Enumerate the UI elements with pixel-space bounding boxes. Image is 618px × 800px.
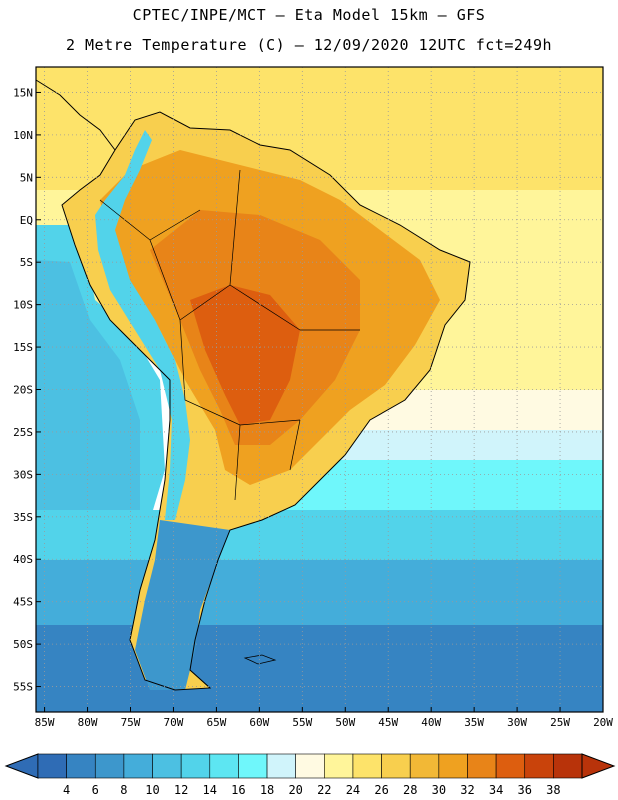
colorbar-swatch xyxy=(324,753,354,779)
lon-label: 75W xyxy=(121,716,141,729)
lat-label: 35S xyxy=(13,511,33,524)
land-hottest xyxy=(190,285,300,425)
colorbar-swatch xyxy=(94,753,125,779)
colorbar-swatch xyxy=(209,753,239,779)
lat-label: 25S xyxy=(13,426,33,439)
falklands xyxy=(243,654,277,665)
colorbar-swatch xyxy=(381,753,411,779)
colorbar-tick-label: 26 xyxy=(374,783,389,797)
colorbar-tick-label: 34 xyxy=(488,783,504,797)
colorbar-swatch xyxy=(180,753,211,779)
chart-title: CPTEC/INPE/MCT – Eta Model 15km – GFS xyxy=(132,6,486,24)
lon-label: 65W xyxy=(206,716,226,729)
pacific-cooler xyxy=(36,260,140,510)
colorbar-tick-label: 10 xyxy=(145,783,160,797)
lat-label: 40S xyxy=(13,553,33,566)
lat-label: 30S xyxy=(13,468,33,481)
lon-label: 80W xyxy=(78,716,98,729)
ocean-band-12 xyxy=(36,560,603,630)
colorbar-tick-label: 24 xyxy=(345,783,361,797)
lat-label: EQ xyxy=(20,214,33,227)
colorbar-swatch xyxy=(37,753,67,779)
country-borders xyxy=(99,169,360,501)
colorbar-swatch xyxy=(238,753,268,779)
map-frame xyxy=(35,66,604,713)
colorbar-tick-label: 38 xyxy=(546,783,561,797)
colorbar-swatch xyxy=(295,753,325,779)
colorbar-tick-label: 36 xyxy=(517,783,532,797)
lon-label: 20W xyxy=(593,716,613,729)
lon-label: 85W xyxy=(35,716,55,729)
lon-label: 60W xyxy=(249,716,269,729)
map-axis-labels: 15N 10N 5N EQ 5S 10S 15S 20S 25S 30S 35S 40S 45S 50S 5… xyxy=(13,86,613,729)
patagonia xyxy=(135,520,230,690)
colorbar-swatch xyxy=(66,753,96,779)
lat-label: 45S xyxy=(13,596,33,609)
lon-label: 25W xyxy=(550,716,570,729)
lat-label: 5S xyxy=(20,256,33,269)
lon-label: 30W xyxy=(507,716,527,729)
colorbar-tick-label: 4 xyxy=(63,783,71,797)
central-america xyxy=(35,79,116,151)
lat-label: 10N xyxy=(13,129,33,142)
colorbar-tick-label: 18 xyxy=(259,783,275,797)
colorbar-swatch xyxy=(266,753,296,779)
colorbar-tick-label: 22 xyxy=(317,783,332,797)
colorbar-tick-label: 20 xyxy=(288,783,303,797)
lat-label: 50S xyxy=(13,638,33,651)
lat-label: 15N xyxy=(13,86,33,99)
chart-subtitle: 2 Metre Temperature (C) – 12/09/2020 12U… xyxy=(65,36,553,54)
colorbar-tick-label: 30 xyxy=(431,783,447,797)
lon-label: 55W xyxy=(292,716,312,729)
colorbar-tick-label: 28 xyxy=(402,783,418,797)
lon-label: 70W xyxy=(164,716,184,729)
colorbar-swatch xyxy=(409,753,440,779)
lat-label: 20S xyxy=(13,384,33,397)
colorbar-swatch xyxy=(152,753,182,779)
lat-label: 55S xyxy=(13,681,33,694)
colorbar-tick-label: 14 xyxy=(202,783,217,797)
colorbar-tick-label: 16 xyxy=(231,783,246,797)
coastline xyxy=(61,111,471,691)
lon-label: 35W xyxy=(464,716,484,729)
colorbar xyxy=(4,753,616,779)
colorbar-tick-label: 12 xyxy=(173,783,189,797)
colorbar-swatch xyxy=(495,753,526,779)
land-andes xyxy=(95,130,190,520)
colorbar-swatch xyxy=(524,753,554,779)
colorbar-tick-label: 6 xyxy=(91,783,99,797)
colorbar-min-arrow xyxy=(4,753,39,779)
colorbar-swatch xyxy=(467,753,497,779)
lon-label: 45W xyxy=(378,716,398,729)
lon-label: 50W xyxy=(335,716,355,729)
colorbar-tick-label: 8 xyxy=(120,783,128,797)
lat-label: 5N xyxy=(20,171,33,184)
colorbar-swatch xyxy=(438,753,468,779)
colorbar-swatch xyxy=(553,753,583,779)
lat-label: 10S xyxy=(13,299,33,312)
colorbar-max-arrow xyxy=(581,753,616,779)
colorbar-swatch xyxy=(123,753,153,779)
map-gridlines xyxy=(36,67,604,712)
lat-label: 15S xyxy=(13,341,33,354)
colorbar-tick-label: 32 xyxy=(460,783,475,797)
ocean-band-8 xyxy=(36,625,603,712)
colorbar-swatch xyxy=(352,753,382,779)
lon-label: 40W xyxy=(421,716,441,729)
